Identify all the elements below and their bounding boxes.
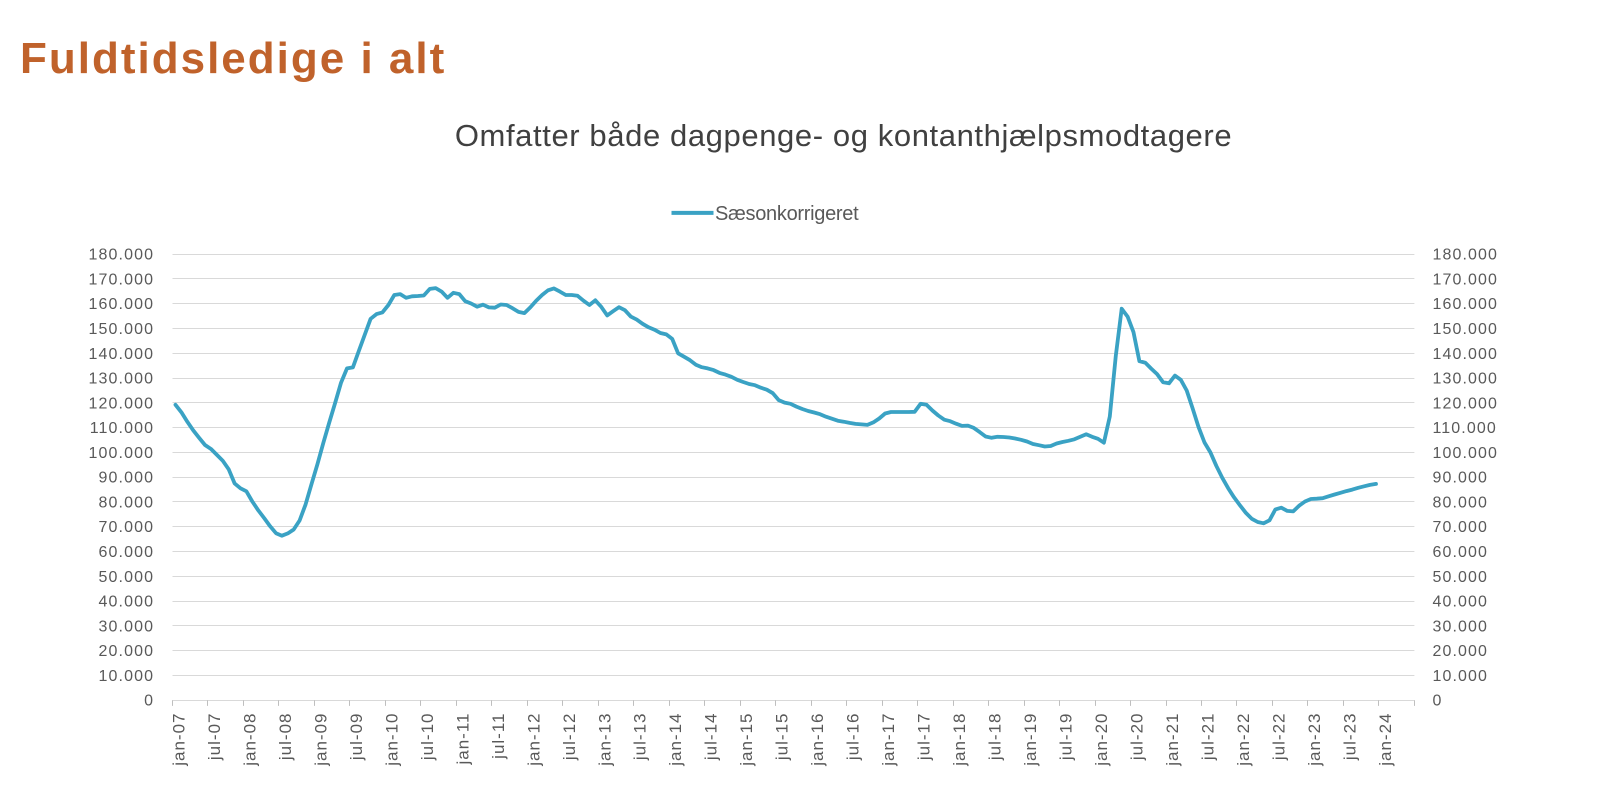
svg-text:jan-22: jan-22 xyxy=(1234,713,1253,767)
svg-text:110.000: 110.000 xyxy=(1433,420,1497,437)
svg-text:jul-21: jul-21 xyxy=(1199,713,1218,762)
svg-text:jan-07: jan-07 xyxy=(170,713,189,767)
svg-text:Fuldtidsledige i alt: Fuldtidsledige i alt xyxy=(20,34,446,83)
svg-text:180.000: 180.000 xyxy=(1433,247,1499,264)
svg-text:30.000: 30.000 xyxy=(99,618,155,635)
svg-text:jan-16: jan-16 xyxy=(808,713,827,767)
svg-text:jan-21: jan-21 xyxy=(1163,713,1182,767)
svg-text:140.000: 140.000 xyxy=(89,346,155,363)
svg-text:160.000: 160.000 xyxy=(1433,296,1499,313)
svg-text:50.000: 50.000 xyxy=(99,569,155,586)
svg-text:jan-18: jan-18 xyxy=(950,713,969,767)
svg-text:170.000: 170.000 xyxy=(89,271,155,288)
svg-text:jul-07: jul-07 xyxy=(205,713,224,762)
svg-text:jan-10: jan-10 xyxy=(382,713,401,767)
svg-text:jul-17: jul-17 xyxy=(915,713,934,762)
svg-text:jul-13: jul-13 xyxy=(631,713,650,762)
svg-text:jan-19: jan-19 xyxy=(1021,713,1040,767)
svg-text:110.000: 110.000 xyxy=(90,420,154,437)
svg-text:80.000: 80.000 xyxy=(1433,495,1489,512)
svg-text:150.000: 150.000 xyxy=(89,321,155,338)
svg-text:jan-08: jan-08 xyxy=(240,713,259,767)
svg-text:160.000: 160.000 xyxy=(89,296,155,313)
svg-text:jul-23: jul-23 xyxy=(1340,713,1359,762)
svg-text:jan-20: jan-20 xyxy=(1092,713,1111,767)
svg-text:30.000: 30.000 xyxy=(1433,618,1489,635)
svg-text:jul-14: jul-14 xyxy=(702,713,721,762)
svg-text:130.000: 130.000 xyxy=(89,371,155,388)
svg-text:jan-24: jan-24 xyxy=(1376,713,1395,767)
svg-text:20.000: 20.000 xyxy=(1433,643,1489,660)
svg-text:jan-13: jan-13 xyxy=(595,713,614,767)
svg-text:jul-09: jul-09 xyxy=(347,713,366,762)
svg-text:jan-12: jan-12 xyxy=(524,713,543,767)
svg-text:140.000: 140.000 xyxy=(1433,346,1499,363)
svg-text:jan-15: jan-15 xyxy=(737,713,756,767)
svg-text:jul-22: jul-22 xyxy=(1269,713,1288,762)
svg-text:90.000: 90.000 xyxy=(99,470,155,487)
svg-text:0: 0 xyxy=(1433,693,1443,710)
svg-text:jan-09: jan-09 xyxy=(311,713,330,767)
svg-text:20.000: 20.000 xyxy=(99,643,155,660)
svg-text:jul-10: jul-10 xyxy=(418,713,437,762)
svg-text:50.000: 50.000 xyxy=(1433,569,1489,586)
svg-text:jan-11: jan-11 xyxy=(453,713,472,766)
svg-text:90.000: 90.000 xyxy=(1433,470,1489,487)
svg-text:70.000: 70.000 xyxy=(1433,519,1489,536)
svg-text:10.000: 10.000 xyxy=(1433,668,1489,685)
svg-text:jul-12: jul-12 xyxy=(560,713,579,762)
svg-text:jul-19: jul-19 xyxy=(1057,713,1076,762)
svg-text:40.000: 40.000 xyxy=(1433,594,1489,611)
svg-text:40.000: 40.000 xyxy=(99,594,155,611)
svg-text:jul-18: jul-18 xyxy=(986,713,1005,762)
svg-text:10.000: 10.000 xyxy=(99,668,155,685)
svg-text:120.000: 120.000 xyxy=(1433,395,1499,412)
svg-text:jul-16: jul-16 xyxy=(844,713,863,762)
svg-text:jan-14: jan-14 xyxy=(666,713,685,767)
svg-text:80.000: 80.000 xyxy=(99,495,155,512)
svg-text:70.000: 70.000 xyxy=(99,519,155,536)
svg-text:jul-20: jul-20 xyxy=(1128,713,1147,762)
svg-text:150.000: 150.000 xyxy=(1433,321,1499,338)
svg-text:jan-17: jan-17 xyxy=(879,713,898,767)
svg-text:170.000: 170.000 xyxy=(1433,271,1499,288)
svg-text:120.000: 120.000 xyxy=(89,395,155,412)
svg-text:130.000: 130.000 xyxy=(1433,371,1499,388)
svg-text:180.000: 180.000 xyxy=(89,247,155,264)
svg-text:60.000: 60.000 xyxy=(1433,544,1489,561)
svg-text:Sæsonkorrigeret: Sæsonkorrigeret xyxy=(715,203,859,225)
svg-text:jan-23: jan-23 xyxy=(1305,713,1324,767)
svg-text:jul-08: jul-08 xyxy=(276,713,295,762)
svg-text:100.000: 100.000 xyxy=(1433,445,1499,462)
svg-text:jul-11: jul-11 xyxy=(489,713,508,760)
svg-text:jul-15: jul-15 xyxy=(773,713,792,762)
svg-text:100.000: 100.000 xyxy=(89,445,155,462)
svg-text:60.000: 60.000 xyxy=(99,544,155,561)
svg-text:Omfatter både dagpenge- og kon: Omfatter både dagpenge- og kontanthjælps… xyxy=(455,118,1232,153)
svg-text:0: 0 xyxy=(144,693,154,710)
